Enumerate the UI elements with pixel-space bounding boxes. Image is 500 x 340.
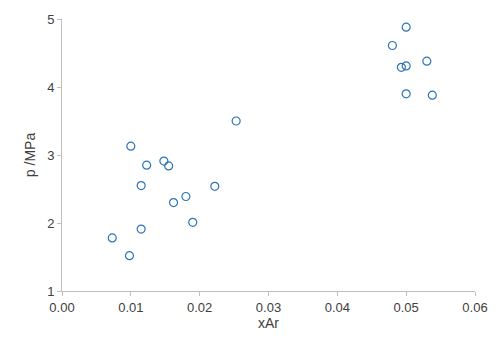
svg-text:0.01: 0.01 (118, 300, 143, 315)
svg-text:0.05: 0.05 (394, 300, 419, 315)
svg-text:xAr: xAr (258, 315, 279, 331)
svg-text:p /MPa: p /MPa (22, 133, 38, 178)
svg-text:0.04: 0.04 (325, 300, 350, 315)
svg-text:1: 1 (47, 284, 54, 299)
svg-text:3: 3 (47, 148, 54, 163)
svg-text:0.06: 0.06 (462, 300, 487, 315)
svg-text:2: 2 (47, 216, 54, 231)
svg-text:0.02: 0.02 (187, 300, 212, 315)
svg-text:0.03: 0.03 (256, 300, 281, 315)
svg-text:5: 5 (47, 12, 54, 27)
svg-text:4: 4 (47, 80, 54, 95)
svg-text:0.00: 0.00 (49, 300, 74, 315)
